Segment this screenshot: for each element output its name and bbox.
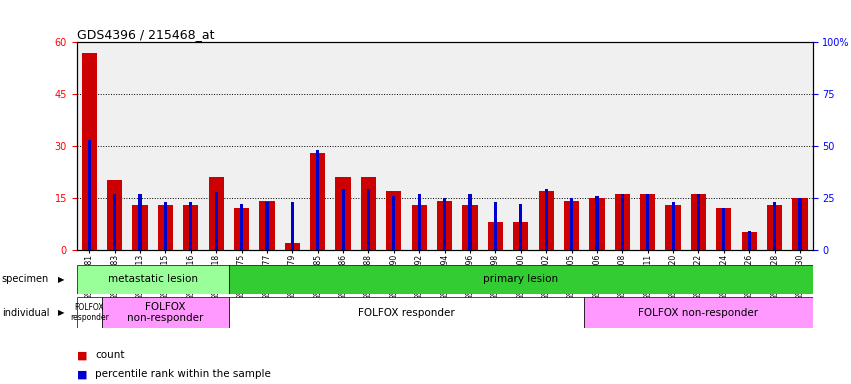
Bar — [671, 202, 675, 250]
Bar — [519, 204, 523, 250]
Bar — [189, 202, 192, 250]
Bar — [341, 189, 345, 250]
Bar — [367, 189, 370, 250]
Text: percentile rank within the sample: percentile rank within the sample — [95, 369, 271, 379]
Bar — [77, 297, 102, 328]
Bar — [229, 297, 585, 328]
Text: primary lesion: primary lesion — [483, 274, 558, 285]
Bar — [798, 198, 802, 250]
Bar — [214, 192, 218, 250]
Bar — [229, 265, 813, 294]
Bar — [316, 150, 319, 250]
Bar — [691, 194, 706, 250]
Bar — [741, 232, 757, 250]
Bar — [596, 196, 598, 250]
Bar — [468, 194, 471, 250]
Text: ■: ■ — [77, 350, 87, 360]
Bar — [697, 194, 700, 250]
Bar — [260, 201, 275, 250]
Bar — [437, 201, 452, 250]
Bar — [310, 153, 325, 250]
Bar — [335, 177, 351, 250]
Bar — [590, 198, 604, 250]
Bar — [361, 177, 376, 250]
Text: GDS4396 / 215468_at: GDS4396 / 215468_at — [77, 28, 214, 41]
Text: FOLFOX
responder: FOLFOX responder — [70, 303, 109, 322]
Bar — [773, 202, 776, 250]
Bar — [665, 205, 681, 250]
Text: count: count — [95, 350, 125, 360]
Bar — [792, 198, 808, 250]
Text: specimen: specimen — [2, 274, 49, 285]
Bar — [717, 208, 732, 250]
Bar — [266, 202, 269, 250]
Bar — [107, 180, 123, 250]
Text: ▶: ▶ — [58, 275, 65, 284]
Text: FOLFOX
non-responder: FOLFOX non-responder — [128, 302, 203, 323]
Bar — [234, 208, 249, 250]
Text: individual: individual — [2, 308, 49, 318]
Bar — [585, 297, 813, 328]
Text: FOLFOX non-responder: FOLFOX non-responder — [638, 308, 758, 318]
Bar — [570, 198, 574, 250]
Bar — [102, 297, 229, 328]
Bar — [513, 222, 528, 250]
Bar — [614, 194, 630, 250]
Bar — [88, 140, 91, 250]
Bar — [183, 205, 198, 250]
Bar — [240, 204, 243, 250]
Bar — [392, 196, 396, 250]
Bar — [722, 208, 725, 250]
Bar — [462, 205, 477, 250]
Bar — [539, 191, 554, 250]
Bar — [494, 202, 497, 250]
Text: metastatic lesion: metastatic lesion — [108, 274, 197, 285]
Bar — [767, 205, 782, 250]
Text: ▶: ▶ — [58, 308, 65, 317]
Bar — [285, 243, 300, 250]
Bar — [164, 202, 167, 250]
Bar — [748, 231, 751, 250]
Bar — [291, 202, 294, 250]
Bar — [488, 222, 503, 250]
Bar — [157, 205, 173, 250]
Bar — [208, 177, 224, 250]
Bar — [443, 198, 446, 250]
Bar — [133, 205, 148, 250]
Bar — [113, 194, 117, 250]
Bar — [640, 194, 655, 250]
Bar — [139, 194, 141, 250]
Bar — [77, 265, 229, 294]
Bar — [646, 194, 649, 250]
Bar — [545, 189, 548, 250]
Bar — [418, 194, 421, 250]
Bar — [564, 201, 580, 250]
Bar — [82, 53, 97, 250]
Bar — [412, 205, 427, 250]
Bar — [386, 191, 402, 250]
Text: ■: ■ — [77, 369, 87, 379]
Text: FOLFOX responder: FOLFOX responder — [358, 308, 455, 318]
Bar — [620, 194, 624, 250]
